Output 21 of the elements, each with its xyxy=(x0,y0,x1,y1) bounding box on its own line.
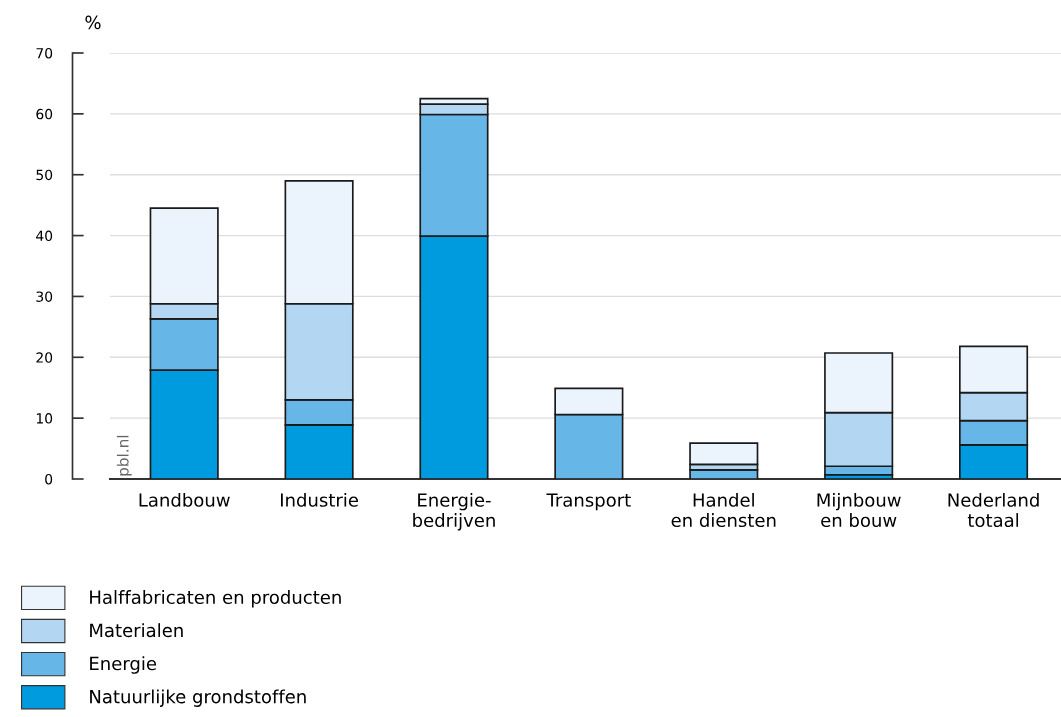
x-tick-label: Industrie xyxy=(281,492,358,507)
y-tick-label: 0 xyxy=(45,473,53,485)
y-tick-label: 60 xyxy=(36,108,53,120)
legend-label: Natuurlijke grondstoffen xyxy=(90,689,306,707)
y-tick-label: 40 xyxy=(36,230,53,242)
legend-label: Energie xyxy=(90,656,157,674)
x-tick-label: Energie- bedrijven xyxy=(413,492,495,531)
x-tick-label: Handel en diensten xyxy=(671,492,776,528)
x-tick-label: Mijnbouw en bouw xyxy=(817,492,901,528)
legend-label: Halffabricaten en producten xyxy=(90,590,341,608)
x-tick-label: Landbouw xyxy=(139,492,230,507)
y-tick-label: 70 xyxy=(36,47,53,59)
legend-label: Materialen xyxy=(90,623,183,638)
y-tick-label: 30 xyxy=(36,291,53,302)
annotation: pbl.nl xyxy=(116,435,132,476)
x-tick-label: Transport xyxy=(546,493,631,511)
y-tick-label: 50 xyxy=(36,169,53,181)
x-tick-label: Nederland totaal xyxy=(948,492,1039,528)
y-axis-title: % xyxy=(85,15,101,30)
y-tick-label: 10 xyxy=(36,413,53,424)
y-tick-label: 20 xyxy=(36,352,53,363)
